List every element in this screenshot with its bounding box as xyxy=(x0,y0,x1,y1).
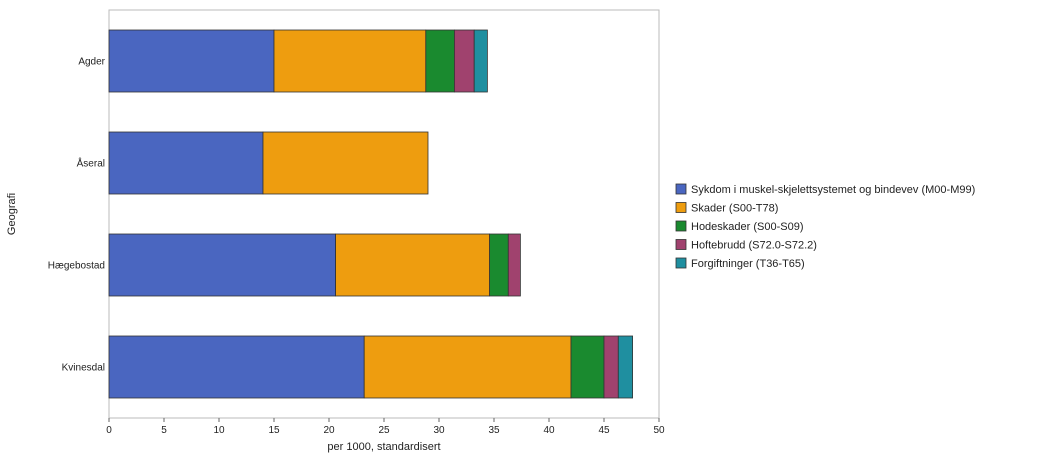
legend-swatch xyxy=(675,239,687,250)
bar-segment xyxy=(262,131,429,195)
bar-segment xyxy=(425,29,455,93)
category-label: Kvinesdal xyxy=(62,363,105,374)
bar-segment xyxy=(108,335,365,399)
bar-segment xyxy=(363,335,572,399)
x-tick-label: 40 xyxy=(543,425,555,436)
x-tick-label: 45 xyxy=(598,425,610,436)
bar-segment xyxy=(473,29,488,93)
legend-label: Forgiftninger (T36-T65) xyxy=(691,258,805,270)
legend-label: Hodeskader (S00-S09) xyxy=(691,221,804,233)
category-labels: Agder Åseral Hægebostad Kvinesdal xyxy=(48,57,106,374)
y-axis-title: Geografi xyxy=(6,193,18,235)
x-axis-title: per 1000, standardisert xyxy=(327,441,440,453)
bar-segment xyxy=(108,233,337,297)
x-tick-label: 10 xyxy=(213,425,225,436)
category-label: Agder xyxy=(78,57,105,68)
legend-label: Skader (S00-T78) xyxy=(691,203,778,215)
bar-segment xyxy=(489,233,509,297)
x-tick-label: 5 xyxy=(161,425,167,436)
legend-swatch xyxy=(675,202,687,213)
x-tick-label: 30 xyxy=(433,425,445,436)
bar-segment xyxy=(335,233,491,297)
bars-layer xyxy=(108,29,633,399)
category-label: Åseral xyxy=(77,157,105,170)
legend-label: Sykdom i muskel-skjelettsystemet og bind… xyxy=(691,184,975,196)
legend-swatch xyxy=(675,183,687,195)
x-tick-label: 20 xyxy=(323,425,335,436)
bar-segment xyxy=(108,29,275,93)
bar-segment xyxy=(617,335,633,399)
bar-segment xyxy=(570,335,605,399)
bar-segment xyxy=(108,131,264,195)
x-tick-label: 25 xyxy=(378,425,390,436)
x-tick-label: 35 xyxy=(488,425,500,436)
bar-segment xyxy=(507,233,521,297)
legend-swatch xyxy=(675,257,687,269)
x-tick-label: 0 xyxy=(106,425,112,436)
category-label: Hægebostad xyxy=(48,261,105,272)
x-tick-label: 15 xyxy=(268,425,280,436)
legend-label: Hoftebrudd (S72.0-S72.2) xyxy=(691,240,817,252)
bar-segment xyxy=(273,29,427,93)
bar-segment xyxy=(603,335,619,399)
x-axis-ticks: 0 5 10 15 20 25 30 35 40 45 50 xyxy=(106,418,665,436)
legend-swatch xyxy=(675,220,687,232)
legend: Sykdom i muskel-skjelettsystemet og bind… xyxy=(675,183,975,270)
x-tick-label: 50 xyxy=(653,425,665,436)
bar-segment xyxy=(453,29,475,93)
